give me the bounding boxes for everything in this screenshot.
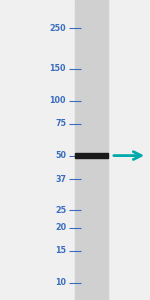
- Text: 150: 150: [50, 64, 66, 73]
- Text: 37: 37: [55, 175, 66, 184]
- Bar: [75, 153, 108, 158]
- Bar: [75, 0, 108, 300]
- Text: 250: 250: [49, 24, 66, 33]
- Text: 10: 10: [55, 278, 66, 287]
- Text: 100: 100: [50, 96, 66, 105]
- Text: 15: 15: [55, 246, 66, 255]
- Text: 75: 75: [55, 119, 66, 128]
- Text: 20: 20: [55, 224, 66, 232]
- Text: 25: 25: [55, 206, 66, 215]
- Text: 50: 50: [55, 151, 66, 160]
